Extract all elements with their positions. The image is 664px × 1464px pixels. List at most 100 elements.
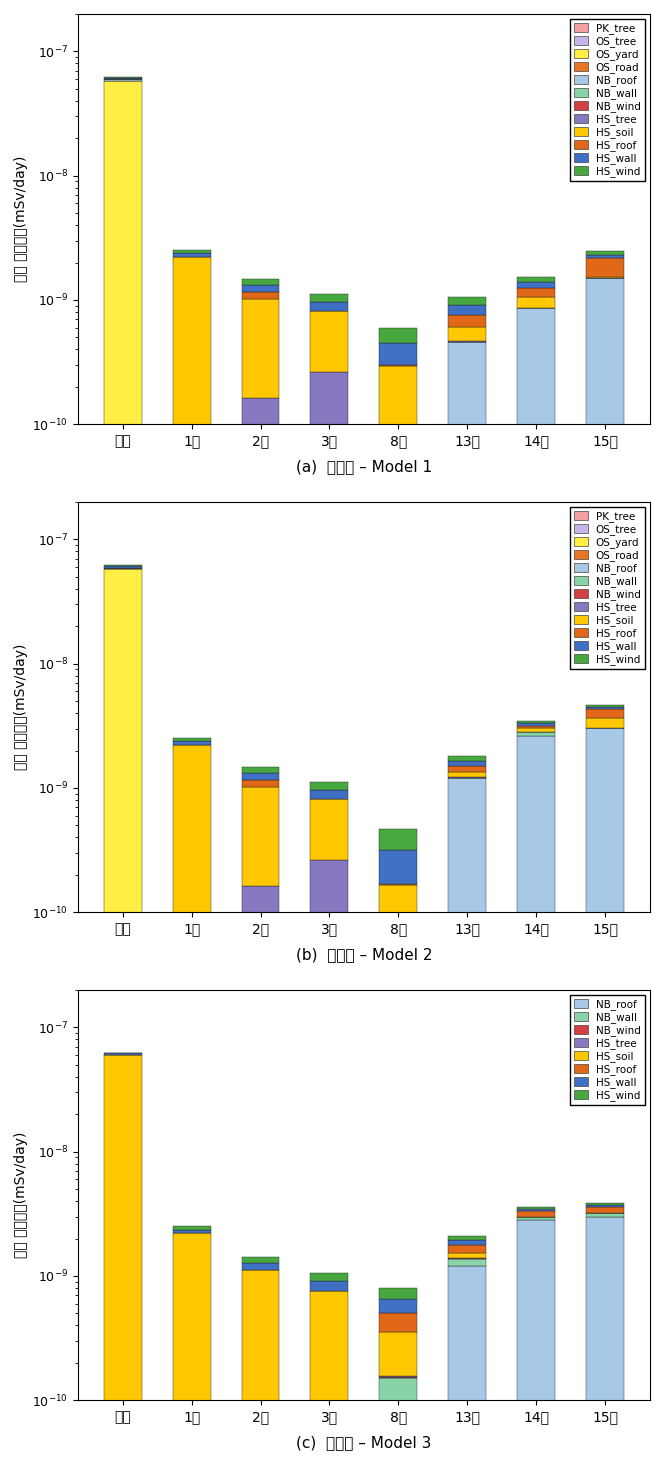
Bar (379, 1048, 417, 1064)
Bar (311, 1291, 349, 1464)
Bar (104, 635, 141, 1464)
Bar (173, 1012, 210, 1019)
Bar (379, 1378, 417, 1464)
Bar (517, 1123, 555, 1464)
Bar (173, 1233, 210, 1464)
Bar (448, 306, 486, 315)
Bar (586, 1217, 624, 1464)
Bar (173, 1230, 210, 1233)
Bar (242, 549, 280, 561)
Bar (379, 328, 417, 344)
Bar (448, 1244, 486, 1253)
Bar (517, 726, 555, 729)
Bar (517, 732, 555, 736)
Bar (242, 1037, 280, 1048)
Bar (448, 326, 486, 341)
Bar (448, 1048, 486, 1064)
Bar (517, 723, 555, 726)
Bar (448, 561, 486, 577)
Bar (517, 1086, 555, 1123)
Bar (379, 849, 417, 884)
Bar (448, 1086, 486, 1123)
Bar (379, 1064, 417, 1086)
Bar (448, 1123, 486, 1464)
Bar (586, 707, 624, 709)
Bar (448, 577, 486, 599)
Bar (104, 1123, 141, 1464)
Bar (379, 1313, 417, 1332)
Bar (242, 398, 280, 530)
Bar (242, 599, 280, 635)
Y-axis label: 일일 피폭선량(mSv/day): 일일 피폭선량(mSv/day) (14, 644, 28, 770)
Bar (311, 1086, 349, 1123)
Bar (448, 761, 486, 766)
Bar (586, 252, 624, 255)
Bar (104, 1053, 141, 1056)
Bar (379, 599, 417, 635)
Bar (586, 258, 624, 278)
Bar (173, 1019, 210, 1026)
Bar (586, 1048, 624, 1064)
Bar (517, 1206, 555, 1209)
Bar (586, 561, 624, 577)
Bar (242, 788, 280, 886)
Bar (586, 706, 624, 707)
Bar (448, 1253, 486, 1259)
Bar (104, 1086, 141, 1123)
Bar (242, 530, 280, 539)
Bar (242, 635, 280, 1464)
Bar (517, 1217, 555, 1221)
Bar (586, 635, 624, 1464)
Bar (586, 1064, 624, 1086)
Bar (242, 561, 280, 577)
Bar (379, 577, 417, 599)
Bar (517, 309, 555, 561)
Bar (517, 720, 555, 723)
Bar (242, 299, 280, 398)
Bar (311, 1281, 349, 1291)
Bar (448, 315, 486, 326)
Bar (517, 736, 555, 1048)
Bar (173, 599, 210, 635)
Bar (242, 1258, 280, 1263)
Bar (586, 577, 624, 599)
Bar (379, 1026, 417, 1037)
Bar (517, 599, 555, 635)
Y-axis label: 일일 피폭선량(mSv/day): 일일 피폭선량(mSv/day) (14, 155, 28, 283)
X-axis label: (a)  아파트 – Model 1: (a) 아파트 – Model 1 (296, 460, 432, 474)
Bar (586, 729, 624, 1048)
Bar (311, 1037, 349, 1048)
Bar (448, 635, 486, 1464)
Bar (586, 1123, 624, 1464)
Bar (173, 1026, 210, 1037)
Bar (173, 577, 210, 599)
Bar (379, 523, 417, 530)
Bar (586, 255, 624, 258)
Bar (448, 1240, 486, 1244)
Bar (242, 773, 280, 780)
Bar (173, 561, 210, 577)
Bar (517, 297, 555, 307)
Bar (517, 1211, 555, 1217)
Bar (173, 523, 210, 530)
Bar (448, 777, 486, 1048)
Bar (242, 1263, 280, 1271)
Bar (311, 1019, 349, 1026)
Bar (173, 1064, 210, 1086)
Bar (242, 780, 280, 788)
Bar (311, 539, 349, 549)
Bar (242, 1123, 280, 1464)
Bar (242, 767, 280, 773)
Bar (448, 599, 486, 635)
Bar (242, 539, 280, 549)
Legend: PK_tree, OS_tree, OS_yard, OS_road, NB_roof, NB_wall, NB_wind, HS_tree, HS_soil,: PK_tree, OS_tree, OS_yard, OS_road, NB_r… (570, 507, 645, 669)
Bar (311, 530, 349, 539)
Bar (586, 599, 624, 635)
Bar (379, 1123, 417, 1464)
Bar (173, 738, 210, 741)
Legend: PK_tree, OS_tree, OS_yard, OS_road, NB_roof, NB_wall, NB_wind, HS_tree, HS_soil,: PK_tree, OS_tree, OS_yard, OS_road, NB_r… (570, 19, 645, 182)
Bar (242, 1019, 280, 1026)
Bar (448, 1236, 486, 1240)
Bar (379, 1299, 417, 1313)
Bar (517, 635, 555, 1464)
